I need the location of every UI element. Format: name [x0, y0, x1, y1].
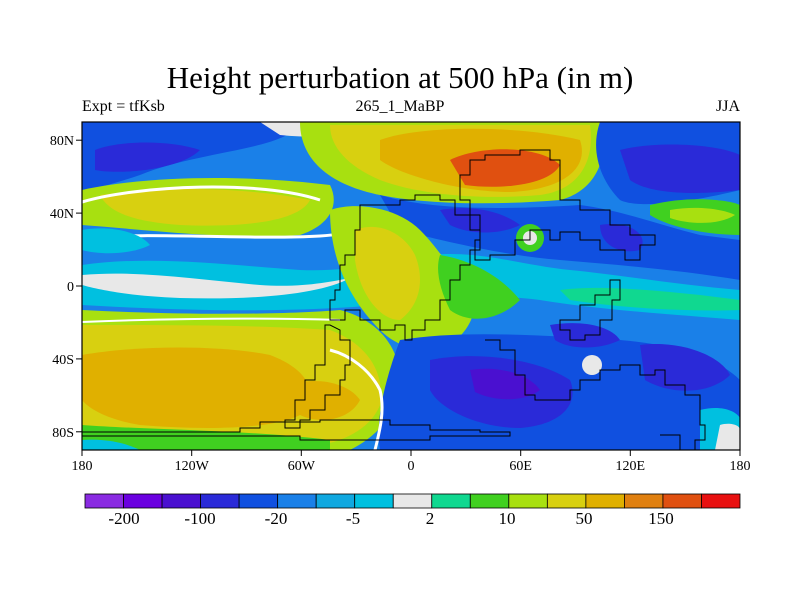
west-cyan-lobe [82, 228, 150, 254]
case-label: 265_1_MaBP [355, 98, 445, 115]
s-separator-2 [82, 317, 341, 323]
coastlines [82, 149, 706, 450]
ne-yellowgreen-lobe [670, 207, 735, 223]
n-band-yellow [100, 188, 310, 226]
colorbar-swatch [508, 493, 548, 509]
y-tick-label: 80S [52, 426, 74, 441]
experiment-label: Expt = tfKsb [82, 98, 165, 115]
x-tick-label: 60E [509, 459, 532, 474]
y-tick-label: 0 [67, 280, 74, 295]
colorbar [84, 493, 741, 509]
s-orange-west [82, 347, 310, 428]
asia-coast [459, 149, 656, 261]
s-separator [329, 348, 384, 450]
colorbar-swatch [662, 493, 702, 509]
x-tick-label: 120W [175, 459, 210, 474]
n-band-separator-2 [82, 185, 321, 204]
y-tick-label: 40N [50, 207, 74, 222]
colorbar-swatch [431, 493, 471, 509]
season-label: JJA [715, 98, 740, 115]
colorbar-swatch [315, 493, 356, 509]
x-tick-label: 0 [408, 459, 415, 474]
colorbar-swatch [200, 493, 240, 509]
x-tick-label: 60W [288, 459, 316, 474]
colorbar-swatch [123, 493, 163, 509]
south-america-coast [284, 324, 351, 429]
africa-green [438, 255, 520, 319]
colorbar-label: 2 [426, 509, 435, 528]
colorbar-label: -20 [265, 509, 288, 528]
colorbar-swatch [354, 493, 394, 509]
colorbar-labels: -200 -100 -20 -5 2 10 50 150 [108, 509, 673, 528]
colorbar-label: 10 [499, 509, 516, 528]
grey-dot [582, 355, 602, 375]
colorbar-swatch [469, 493, 510, 509]
map-title: Height perturbation at 500 hPa (in m) [166, 60, 634, 95]
colorbar-label: -5 [346, 509, 360, 528]
colorbar-swatch [585, 493, 625, 509]
equator-green-east [560, 287, 740, 311]
s-cyan-corner [82, 439, 140, 450]
colorbar-swatch [701, 493, 741, 509]
s-green-rim [82, 425, 330, 450]
s-purple-core [470, 368, 540, 400]
colorbar-label: -100 [184, 509, 215, 528]
north-red [450, 149, 560, 187]
colorbar-swatch [161, 493, 201, 509]
colorbar-swatch [277, 493, 317, 509]
x-tick-label: 120E [616, 459, 646, 474]
x-tick-label: 180 [730, 459, 751, 474]
colorbar-label: 50 [576, 509, 593, 528]
y-tick-label: 40S [52, 353, 74, 368]
colorbar-label: 150 [648, 509, 674, 528]
africa-yellow [355, 226, 420, 320]
eurasia-africa-west-coast [329, 194, 481, 341]
s-grey-east [715, 423, 740, 450]
equator-grey-west [82, 273, 350, 299]
axis-ticks [76, 139, 741, 456]
colorbar-swatch [624, 493, 664, 509]
colorbar-label: -200 [108, 509, 139, 528]
ne-deep-2 [600, 224, 643, 252]
se-asia-islands [559, 279, 621, 341]
colorbar-swatch [392, 493, 433, 509]
x-tick-labels: 180 120W 60W 0 60E 120E 180 [72, 459, 751, 474]
north-west-deep [95, 142, 200, 172]
y-tick-label: 80N [50, 134, 74, 149]
contour-field [82, 122, 740, 450]
ne-top-deep [620, 144, 740, 193]
s-deep-2 [640, 344, 730, 391]
australia-antarctic-coast [485, 339, 706, 450]
colorbar-swatch [84, 493, 124, 509]
colorbar-swatch [546, 493, 587, 509]
y-tick-labels: 80N 40N 0 40S 80S [50, 134, 74, 441]
colorbar-swatch [238, 493, 279, 509]
antarctic-coast [82, 419, 511, 441]
x-tick-label: 180 [72, 459, 93, 474]
